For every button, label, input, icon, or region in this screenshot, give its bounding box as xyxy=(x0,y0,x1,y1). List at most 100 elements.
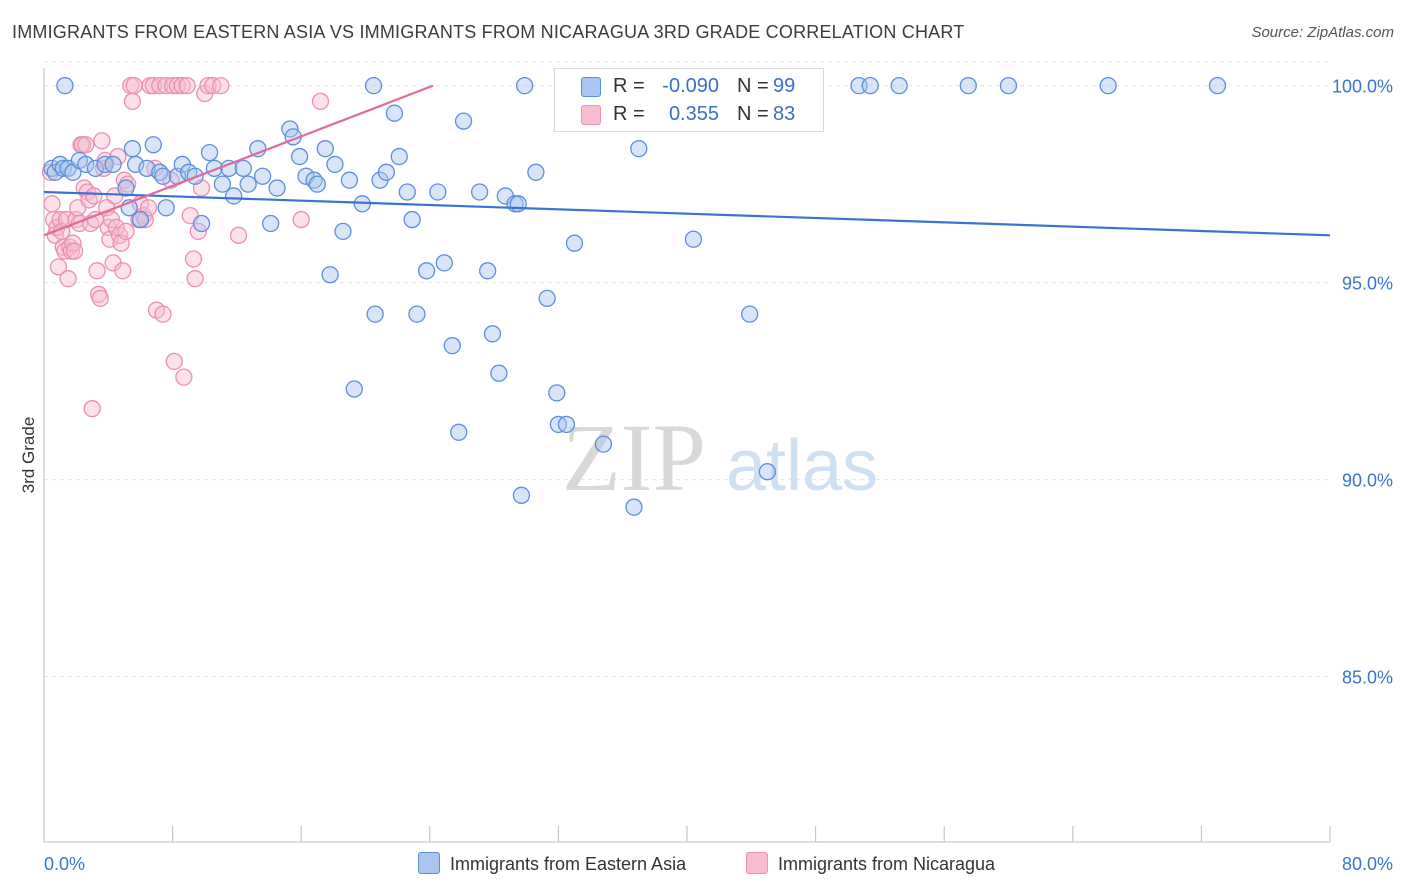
eastern-asia-point xyxy=(253,167,272,185)
eastern-asia-point xyxy=(144,136,162,154)
eastern-asia-point xyxy=(345,380,363,398)
eastern-asia-point xyxy=(408,305,426,323)
legend-r-label: R = xyxy=(613,103,645,125)
legend-row-eastern-asia: R = -0.090 N = 99 xyxy=(555,73,823,99)
eastern-asia-point xyxy=(684,230,703,248)
eastern-asia-point xyxy=(861,76,879,95)
series-eastern-asia-points xyxy=(43,76,1227,516)
eastern-asia-point xyxy=(268,179,286,197)
eastern-asia-point xyxy=(1208,76,1227,95)
eastern-asia-point xyxy=(200,143,219,162)
bottom-legend-label-nicaragua: Immigrants from Nicaragua xyxy=(778,854,996,874)
nicaragua-point xyxy=(88,262,106,280)
eastern-asia-point xyxy=(86,159,105,178)
eastern-asia-point xyxy=(515,76,534,95)
eastern-asia-point xyxy=(483,325,502,343)
axis-labels: 85.0% 90.0% 95.0% 100.0% 0.0% 80.0% 3rd Grade xyxy=(19,77,1393,874)
eastern-asia-point xyxy=(548,384,566,402)
eastern-asia-point xyxy=(490,364,508,382)
eastern-asia-point xyxy=(225,187,243,205)
correlation-legend: R = -0.090 N = 99 R = 0.355 N = 83 xyxy=(554,68,824,132)
y-tick-label: 85.0% xyxy=(1342,668,1393,688)
nicaragua-trend-line xyxy=(43,84,434,237)
eastern-asia-point xyxy=(138,159,156,178)
bottom-legend-eastern-asia: Immigrants from Eastern Asia xyxy=(418,852,686,875)
legend-n-value: 83 xyxy=(773,103,796,125)
chart-title: IMMIGRANTS FROM EASTERN ASIA VS IMMIGRAN… xyxy=(12,22,965,42)
eastern-asia-point xyxy=(385,104,404,122)
eastern-asia-point xyxy=(959,76,977,95)
eastern-asia-point xyxy=(321,266,339,284)
nicaragua-point xyxy=(125,76,143,95)
eastern-asia-point xyxy=(538,289,556,308)
eastern-asia-point xyxy=(104,155,122,174)
eastern-asia-point xyxy=(454,112,473,130)
eastern-asia-point xyxy=(565,234,584,252)
eastern-asia-point xyxy=(154,167,172,185)
eastern-asia-point xyxy=(126,155,145,174)
eastern-asia-point xyxy=(117,179,135,197)
nicaragua-point xyxy=(173,76,191,95)
eastern-asia-point xyxy=(527,163,545,181)
nicaragua-point xyxy=(59,270,77,288)
nicaragua-point xyxy=(178,76,196,95)
nicaragua-point xyxy=(186,270,204,288)
nicaragua-point xyxy=(212,76,230,95)
legend-r-value: -0.090 xyxy=(662,75,719,97)
legend-r-value: 0.355 xyxy=(668,103,719,125)
eastern-asia-point xyxy=(758,463,777,481)
legend-n-label: N = xyxy=(737,75,769,97)
eastern-asia-point xyxy=(594,435,613,453)
nicaragua-point xyxy=(165,352,183,371)
source-label: Source: ZipAtlas.com xyxy=(1251,24,1394,41)
legend-r-label: R = xyxy=(613,75,645,97)
eastern-asia-point xyxy=(340,171,359,189)
nicaragua-point xyxy=(114,262,132,280)
eastern-asia-point xyxy=(364,76,383,95)
eastern-asia-point xyxy=(56,76,74,95)
nicaragua-point xyxy=(184,250,203,268)
nicaragua-point xyxy=(117,222,135,241)
eastern-asia-point xyxy=(625,498,643,516)
eastern-asia-point xyxy=(262,214,280,233)
eastern-asia-point xyxy=(239,175,257,193)
eastern-asia-point xyxy=(390,147,408,166)
nicaragua-point xyxy=(77,136,95,154)
bottom-legend-swatch-pink xyxy=(746,852,768,874)
nicaragua-point xyxy=(175,368,193,386)
gridlines xyxy=(44,61,1330,678)
y-tick-label: 95.0% xyxy=(1342,274,1393,294)
eastern-asia-point xyxy=(512,486,531,504)
eastern-asia-point xyxy=(890,76,908,95)
eastern-asia-point xyxy=(290,147,309,166)
nicaragua-point xyxy=(139,199,158,217)
y-axis-title: 3rd Grade xyxy=(19,417,38,494)
nicaragua-point xyxy=(85,187,103,205)
nicaragua-point xyxy=(199,76,217,95)
nicaragua-point xyxy=(163,76,182,95)
eastern-asia-point xyxy=(417,262,436,280)
eastern-asia-point xyxy=(192,214,211,233)
nicaragua-point xyxy=(43,195,61,213)
eastern-asia-point xyxy=(131,210,150,229)
nicaragua-point xyxy=(144,76,162,95)
nicaragua-point xyxy=(91,289,109,308)
eastern-asia-trend-line xyxy=(43,190,1331,237)
nicaragua-point xyxy=(83,400,101,418)
eastern-asia-point xyxy=(326,155,344,174)
watermark-zip: ZIP xyxy=(562,404,706,511)
bottom-legend-swatch-blue xyxy=(418,852,440,874)
legend-n-value: 99 xyxy=(773,75,796,97)
eastern-asia-point xyxy=(77,155,95,174)
legend-swatch-pink xyxy=(581,105,601,125)
x-tick-label-min: 0.0% xyxy=(44,854,85,874)
eastern-asia-point xyxy=(429,183,447,201)
nicaragua-point xyxy=(311,92,330,111)
nicaragua-point xyxy=(123,92,142,111)
axes xyxy=(43,68,1331,843)
eastern-asia-point xyxy=(443,336,461,355)
nicaragua-point xyxy=(168,76,187,95)
y-tick-label: 100.0% xyxy=(1332,77,1393,97)
eastern-asia-point xyxy=(234,159,252,178)
eastern-asia-point xyxy=(316,140,334,158)
